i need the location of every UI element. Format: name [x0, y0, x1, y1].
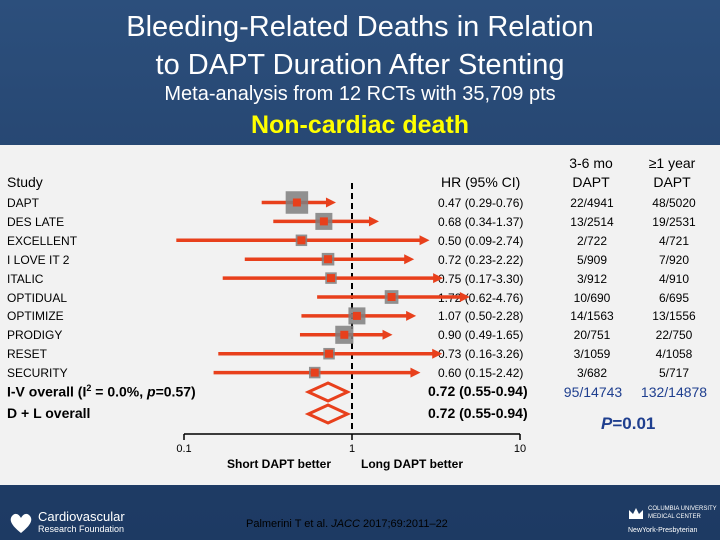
columbia-logo-line2: Medical Center: [648, 514, 701, 520]
xlabel-short-better: Short DAPT better: [227, 457, 332, 471]
study-long-events: 48/5020: [652, 196, 696, 210]
columbia-logo: Columbia University Medical Center NewYo…: [628, 506, 718, 536]
study-name: SECURITY: [7, 366, 68, 381]
study-long-events: 4/910: [658, 271, 690, 286]
study-short-events: 13/2514: [570, 214, 614, 229]
study-point-estimate: [319, 217, 328, 226]
study-hr-ci: 0.72 (0.23-2.22): [438, 252, 524, 267]
overall-short-events: 95/14743: [563, 384, 623, 400]
study-name: I LOVE IT 2: [7, 252, 70, 267]
study-point-estimate: [387, 293, 396, 301]
overall-long-events: 132/14878: [640, 384, 708, 400]
ci-arrow-right: [368, 216, 379, 227]
study-long-events: 13/1556: [652, 309, 696, 324]
study-name: RESET: [7, 347, 48, 362]
column-header-short-line2: DAPT: [572, 174, 610, 190]
ci-arrow-right: [433, 273, 444, 284]
overall-dl-label: D + L overall: [7, 405, 91, 421]
ci-arrow-right: [382, 329, 393, 340]
columbia-logo-line1: Columbia University: [648, 506, 717, 512]
study-short-events: 2/722: [576, 233, 608, 248]
study-hr-ci: 0.68 (0.34-1.37): [438, 214, 524, 229]
study-name: OPTIDUAL: [7, 290, 68, 305]
slide-title-line2: to DAPT Duration After Stenting: [155, 49, 565, 81]
study-short-events: 22/4941: [570, 196, 614, 210]
study-point-estimate: [324, 255, 333, 264]
study-hr-ci: 0.90 (0.49-1.65): [438, 328, 524, 343]
study-hr-ci: 0.47 (0.29-0.76): [438, 196, 524, 210]
study-short-events: 14/1563: [570, 309, 614, 324]
ci-arrow-right: [410, 367, 421, 378]
chart-heading: Non-cardiac death: [250, 111, 470, 139]
columbia-logo-line3: NewYork-Presbyterian: [628, 527, 698, 534]
study-name: DAPT: [7, 196, 40, 210]
study-point-estimate: [292, 198, 301, 207]
forest-plot: 0.1 1 10: [176, 183, 526, 455]
ci-arrow-right: [406, 310, 417, 321]
study-point-estimate: [352, 311, 361, 320]
study-name: PRODIGY: [7, 328, 63, 343]
column-header-study: Study: [7, 174, 43, 190]
study-hr-ci: 0.73 (0.16-3.26): [438, 347, 524, 362]
study-long-events: 7/920: [658, 252, 690, 267]
p-value: P=0.01: [601, 414, 656, 433]
ci-arrow-right: [325, 197, 336, 208]
x-tick-label: 0.1: [176, 443, 191, 455]
x-axis-ticks: 0.1 1 10: [176, 434, 526, 455]
study-point-estimate: [327, 274, 336, 283]
x-tick-label: 10: [514, 443, 526, 455]
study-long-events: 19/2531: [652, 214, 696, 229]
ci-arrow-right: [404, 254, 415, 265]
column-header-short-line1: 3-6 mo: [569, 155, 613, 171]
overall-iv-hr: 0.72 (0.55-0.94): [428, 383, 528, 399]
study-long-events: 22/750: [655, 328, 693, 343]
study-short-events: 3/1059: [573, 347, 611, 362]
study-long-events: 4/1058: [655, 347, 693, 362]
study-point-estimate: [325, 349, 334, 358]
crf-heart-icon: [10, 513, 32, 533]
study-hr-ci: 1.07 (0.50-2.28): [438, 309, 524, 324]
study-point-estimate: [340, 330, 349, 339]
column-header-long-line1: ≥1 year: [648, 155, 696, 171]
crf-logo-line1: Cardiovascular: [38, 509, 125, 524]
crf-logo: Cardiovascular Research Foundation: [8, 508, 168, 538]
x-tick-label: 1: [349, 443, 355, 455]
study-hr-ci: 0.50 (0.09-2.74): [438, 233, 524, 248]
study-name: OPTIMIZE: [7, 309, 64, 324]
plot-marks: [176, 183, 470, 433]
slide-title-line1: Bleeding-Related Deaths in Relation: [126, 11, 594, 43]
overall-diamond: [304, 381, 352, 403]
study-long-events: 6/695: [658, 290, 690, 305]
study-hr-ci: 0.75 (0.17-3.30): [438, 271, 524, 286]
citation: Palmerini T et al. JACC 2017;69:2011–22: [246, 518, 448, 530]
study-short-events: 3/912: [576, 271, 608, 286]
overall-dl-hr: 0.72 (0.55-0.94): [428, 405, 528, 421]
xlabel-long-better: Long DAPT better: [361, 457, 463, 471]
overall-diamond: [304, 403, 352, 425]
study-point-estimate: [297, 236, 306, 245]
slide-subtitle: Meta-analysis from 12 RCTs with 35,709 p…: [164, 83, 556, 105]
study-long-events: 5/717: [658, 366, 690, 381]
study-short-events: 5/909: [576, 252, 608, 267]
ci-arrow-right: [419, 235, 430, 246]
study-name: ITALIC: [7, 271, 44, 286]
column-header-long-line2: DAPT: [653, 174, 691, 190]
overall-iv-label: I-V overall (I2 = 0.0%, p=0.57): [7, 383, 196, 400]
crown-icon: [629, 508, 643, 519]
ci-arrow-right: [432, 348, 443, 359]
ci-arrow-right: [459, 292, 470, 302]
column-header-hr: HR (95% CI): [441, 174, 521, 190]
study-short-events: 10/690: [573, 290, 611, 305]
study-short-events: 20/751: [573, 328, 611, 343]
study-short-events: 3/682: [576, 366, 608, 381]
crf-logo-line2: Research Foundation: [38, 524, 125, 534]
study-point-estimate: [310, 368, 319, 377]
study-long-events: 4/721: [658, 233, 690, 248]
study-hr-ci: 1.72 (0.62-4.76): [438, 290, 524, 305]
study-name: DES LATE: [7, 214, 65, 229]
study-hr-ci: 0.60 (0.15-2.42): [438, 366, 524, 381]
study-name: EXCELLENT: [7, 233, 78, 248]
